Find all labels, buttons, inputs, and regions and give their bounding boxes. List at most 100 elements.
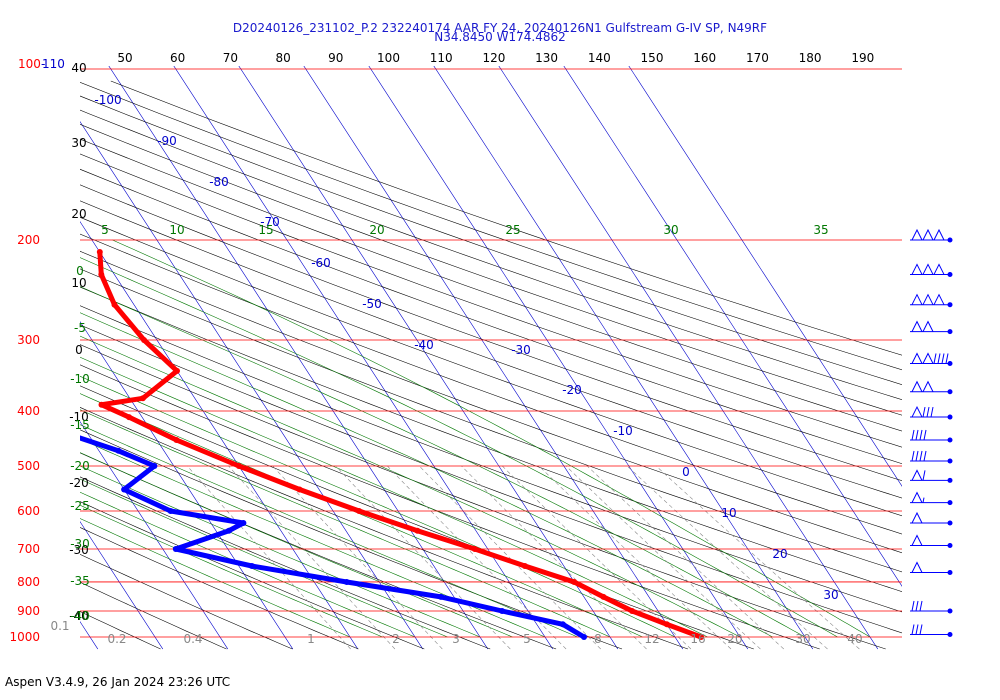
top-temp-label: 160	[693, 51, 716, 65]
dry-adiabat-line	[80, 109, 902, 401]
wind-barb-pennant	[911, 469, 923, 481]
wind-barb-pennant	[922, 320, 934, 332]
dry-adiabat-label: 40	[71, 61, 86, 75]
top-temp-label: 80	[275, 51, 290, 65]
wind-barb	[910, 624, 953, 638]
wind-barb-station	[947, 389, 953, 395]
wind-barb	[910, 450, 953, 464]
moist-adiabat-line	[80, 356, 708, 638]
wind-barb-station	[947, 437, 953, 443]
isotherm-label: 30	[823, 588, 838, 602]
dry-adiabat-line	[80, 168, 902, 465]
temperature-trace-point	[296, 486, 303, 493]
wind-barb-full	[919, 624, 923, 635]
isotherm-label: -50	[362, 297, 382, 311]
mixing-ratio-label: 12	[644, 632, 659, 646]
top-temp-label: 140	[588, 51, 611, 65]
moist-adiabat-left-label: 0	[76, 264, 84, 278]
top-temp-label: 120	[482, 51, 505, 65]
wind-barb-station	[947, 361, 953, 367]
dry-adiabat-line	[80, 527, 359, 650]
wind-barb-pennant	[911, 263, 923, 275]
wind-barb-station	[947, 500, 953, 506]
wind-barb-full	[922, 406, 926, 418]
wind-barb-pennant	[911, 405, 923, 418]
wind-barb	[910, 380, 953, 395]
moist-adiabat-line	[80, 504, 383, 638]
mixing-ratio-label: 20	[727, 632, 742, 646]
dry-adiabat-label: -20	[69, 476, 89, 490]
mixing-ratio-label: 8	[594, 632, 602, 646]
dry-adiabat-line	[80, 200, 902, 499]
temperature-trace-point	[571, 579, 578, 585]
wind-barb-full	[919, 429, 923, 441]
mixing-ratio-line	[655, 465, 860, 650]
wind-barb-pennant	[911, 320, 923, 332]
moist-adiabat-label: 15	[258, 223, 273, 237]
mixing-ratio-label: 40	[847, 632, 862, 646]
isotherm-label: -90	[157, 134, 177, 148]
wind-barb-pennant	[911, 511, 923, 524]
temperature-trace-point	[600, 593, 607, 600]
moist-adiabat-label: 25	[505, 223, 520, 237]
wind-barb-half	[922, 497, 925, 503]
wind-barb-full	[919, 450, 923, 462]
mixing-ratio-label: 0.4	[183, 632, 202, 646]
wind-barb-pennant	[911, 561, 923, 573]
wind-barb-full	[911, 429, 915, 441]
dry-adiabat-line	[80, 138, 902, 432]
dry-adiabat-line	[80, 81, 902, 371]
dry-adiabat-line	[110, 80, 902, 356]
moist-adiabat-left-label: -30	[70, 537, 90, 551]
wind-barb-pennant	[911, 293, 923, 305]
pressure-label-alt: 110	[42, 57, 65, 71]
dewpoint-trace-point	[49, 426, 55, 432]
wind-barb	[910, 491, 953, 506]
wind-barb-full	[926, 406, 930, 418]
dry-adiabat-line	[80, 153, 902, 448]
isotherm-label: -30	[511, 343, 531, 357]
mixing-ratio-line	[626, 465, 828, 650]
top-temp-label: 50	[117, 51, 132, 65]
wind-barb-pennant	[911, 491, 923, 503]
temperature-trace-point	[629, 608, 636, 614]
mixing-ratio-line	[587, 465, 785, 650]
isotherm-label: -20	[562, 383, 582, 397]
dry-adiabat-line	[80, 324, 902, 634]
isotherm-line	[80, 321, 294, 650]
wind-barb-pennant	[922, 293, 934, 305]
wind-barb-station	[947, 520, 953, 526]
moist-adiabat-left-label: -15	[70, 418, 90, 432]
temperature-trace-point	[98, 271, 105, 278]
pressure-label-dash: -	[41, 57, 45, 71]
isotherm-line	[368, 66, 749, 650]
mixing-ratio-line	[461, 465, 647, 650]
isotherm-line	[238, 66, 619, 650]
mixing-ratio-line	[335, 465, 511, 650]
dry-adiabat-line	[80, 344, 886, 650]
wind-barb-full	[915, 429, 919, 441]
wind-barb-full	[933, 353, 937, 364]
mixing-ratio-label: 1	[307, 632, 315, 646]
isotherm-line	[80, 521, 164, 650]
dewpoint-trace-point	[5, 408, 11, 414]
wind-barb-pennant	[922, 228, 934, 241]
isotherm-label: -40	[414, 338, 434, 352]
wind-barb	[910, 263, 953, 277]
wind-barb-pennant	[922, 380, 934, 392]
wind-barb-full	[911, 600, 915, 612]
dry-adiabat-line	[80, 407, 688, 650]
wind-barb-pennant	[922, 352, 934, 364]
dewpoint-trace-point	[559, 621, 566, 628]
dry-adiabat-line	[80, 95, 902, 385]
dewpoint-trace-point	[499, 608, 506, 614]
dry-adiabat-line	[80, 305, 902, 613]
wind-barb-station	[947, 542, 953, 548]
moist-adiabat-left-label: -40	[70, 609, 90, 623]
wind-barb-pennant	[922, 263, 934, 275]
temperature-trace-point	[139, 395, 146, 402]
isotherm-label: 20	[772, 547, 787, 561]
dry-adiabat-line	[80, 250, 902, 554]
wind-barb-full	[915, 450, 919, 462]
wind-barb-pennant	[911, 380, 923, 392]
